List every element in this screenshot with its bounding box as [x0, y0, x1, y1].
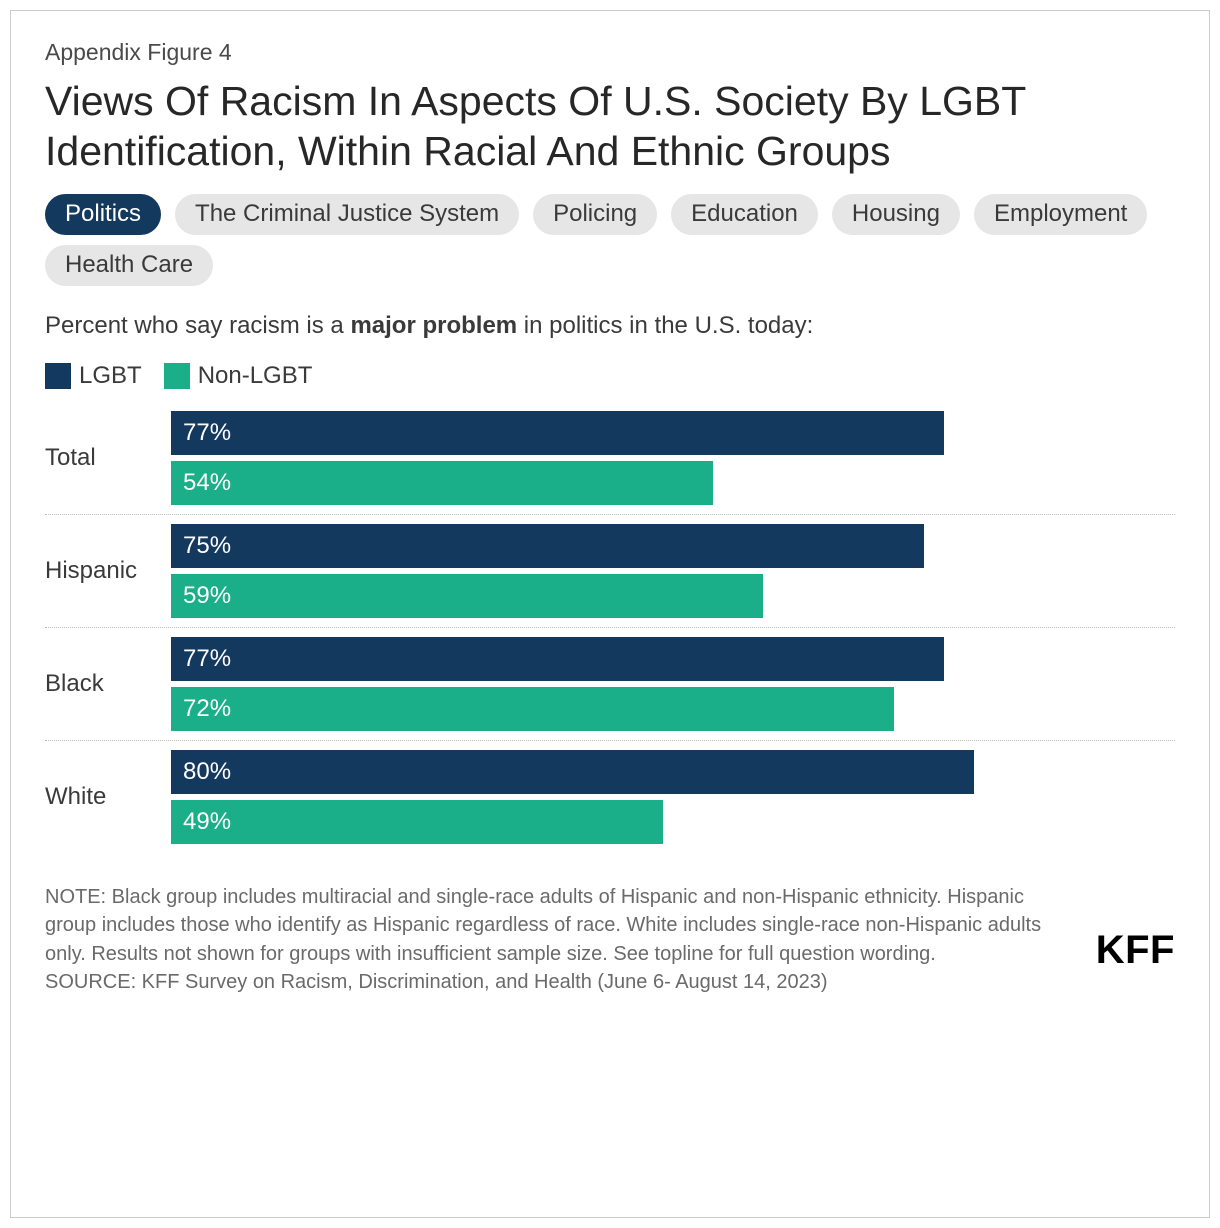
chart-group: Total 77% 54% — [45, 402, 1175, 515]
bars-column: 77% 54% — [171, 411, 1175, 505]
tab-housing[interactable]: Housing — [832, 194, 960, 235]
bar: 80% — [171, 750, 974, 794]
bar-wrap: 77% — [171, 411, 1175, 455]
subtitle-prefix: Percent who say racism is a — [45, 312, 350, 339]
bar-value-label: 49% — [183, 808, 231, 836]
bar: 59% — [171, 574, 763, 618]
bar-value-label: 72% — [183, 695, 231, 723]
bar-wrap: 54% — [171, 461, 1175, 505]
figure-title: Views Of Racism In Aspects Of U.S. Socie… — [45, 76, 1175, 176]
tab-the-criminal-justice-system[interactable]: The Criminal Justice System — [175, 194, 519, 235]
kff-logo: KFF — [1096, 928, 1175, 997]
legend-label: Non-LGBT — [198, 362, 313, 390]
bar-wrap: 75% — [171, 524, 1175, 568]
group-label: Total — [45, 444, 171, 472]
note-text: NOTE: Black group includes multiracial a… — [45, 883, 1078, 968]
group-label: White — [45, 783, 171, 811]
legend-swatch — [45, 363, 71, 389]
bar-wrap: 77% — [171, 637, 1175, 681]
bar: 77% — [171, 411, 944, 455]
figure-footer: NOTE: Black group includes multiracial a… — [45, 883, 1175, 997]
bar: 72% — [171, 687, 894, 731]
subtitle-bold: major problem — [350, 312, 517, 339]
bar-wrap: 72% — [171, 687, 1175, 731]
bars-column: 75% 59% — [171, 524, 1175, 618]
bar: 75% — [171, 524, 924, 568]
bar-value-label: 77% — [183, 419, 231, 447]
bar-wrap: 59% — [171, 574, 1175, 618]
legend-item: Non-LGBT — [164, 362, 313, 390]
bars-column: 80% 49% — [171, 750, 1175, 844]
legend-label: LGBT — [79, 362, 142, 390]
tab-health-care[interactable]: Health Care — [45, 245, 213, 286]
bar-value-label: 54% — [183, 469, 231, 497]
bar: 77% — [171, 637, 944, 681]
bar-value-label: 77% — [183, 645, 231, 673]
legend: LGBT Non-LGBT — [45, 362, 1175, 390]
legend-item: LGBT — [45, 362, 142, 390]
chart-group: Black 77% 72% — [45, 628, 1175, 741]
bar: 54% — [171, 461, 713, 505]
figure-card: Appendix Figure 4 Views Of Racism In Asp… — [10, 10, 1210, 1218]
bar-value-label: 59% — [183, 582, 231, 610]
footer-text: NOTE: Black group includes multiracial a… — [45, 883, 1078, 997]
subtitle-suffix: in politics in the U.S. today: — [517, 312, 813, 339]
tab-politics[interactable]: Politics — [45, 194, 161, 235]
subtitle: Percent who say racism is a major proble… — [45, 312, 1175, 340]
bar-wrap: 80% — [171, 750, 1175, 794]
chart-group: White 80% 49% — [45, 741, 1175, 853]
bar: 49% — [171, 800, 663, 844]
bar-value-label: 75% — [183, 532, 231, 560]
bars-column: 77% 72% — [171, 637, 1175, 731]
supertitle: Appendix Figure 4 — [45, 39, 1175, 66]
bar-chart: Total 77% 54% Hispanic 75% 59% Black 77% 72% Whit… — [45, 402, 1175, 853]
bar-wrap: 49% — [171, 800, 1175, 844]
group-label: Hispanic — [45, 557, 171, 585]
chart-group: Hispanic 75% 59% — [45, 515, 1175, 628]
tab-education[interactable]: Education — [671, 194, 818, 235]
tab-employment[interactable]: Employment — [974, 194, 1147, 235]
tab-policing[interactable]: Policing — [533, 194, 657, 235]
bar-value-label: 80% — [183, 758, 231, 786]
legend-swatch — [164, 363, 190, 389]
group-label: Black — [45, 670, 171, 698]
tab-group: Politics The Criminal Justice System Polic… — [45, 194, 1175, 286]
source-text: SOURCE: KFF Survey on Racism, Discrimina… — [45, 968, 1078, 996]
